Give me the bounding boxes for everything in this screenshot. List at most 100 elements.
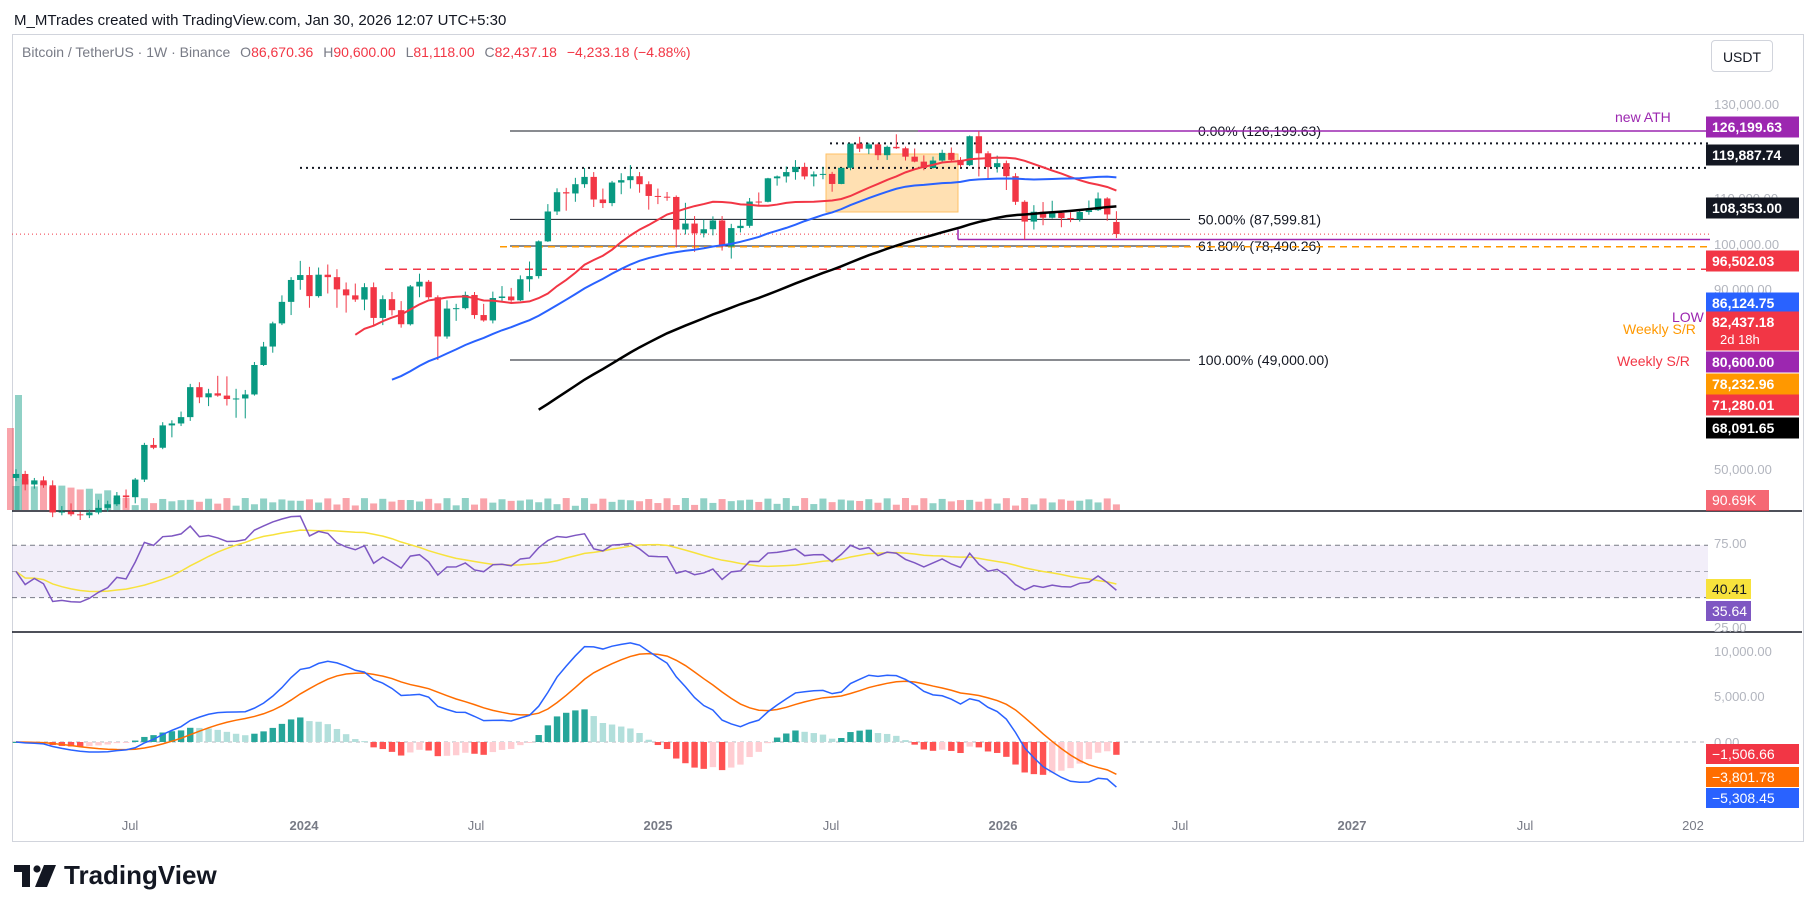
candle-body (691, 223, 698, 234)
macd-histogram-bar (113, 742, 121, 744)
macd-histogram-bar (526, 742, 533, 743)
candle-body (993, 163, 1001, 168)
macd-histogram-bar (673, 742, 680, 759)
candle-body (333, 277, 341, 290)
macd-histogram-bar (746, 742, 753, 758)
rsi-ma-line (15, 529, 1117, 593)
price-axis-badge (1706, 250, 1799, 272)
macd-histogram-bar (700, 742, 707, 769)
candle-body (315, 274, 322, 297)
macd-histogram-bar (682, 742, 689, 764)
volume-bar (892, 504, 900, 510)
volume-bar (342, 498, 350, 510)
candle-body (489, 298, 497, 321)
macd-histogram-bar (663, 742, 671, 750)
macd-histogram-bar (911, 742, 918, 745)
candle-body (783, 172, 790, 177)
macd-histogram-bar (242, 735, 249, 742)
volume-bar (434, 503, 442, 510)
macd-histogram-bar (159, 732, 166, 742)
volume-bar (681, 498, 689, 510)
candle-body (159, 425, 166, 448)
volume-bar (571, 505, 579, 510)
price-axis-tick: 100,000.00 (1714, 237, 1779, 252)
volume-bar (1039, 498, 1047, 510)
volume-bar (205, 498, 213, 510)
symbol-name[interactable]: Bitcoin / TetherUS · 1W · Binance (22, 44, 231, 60)
price-axis-badge (1706, 144, 1799, 166)
candle-body (1067, 217, 1074, 220)
candle-body (865, 144, 873, 149)
volume-bar (415, 501, 423, 510)
rsi-ma-badge (1706, 579, 1751, 599)
time-axis-tick: 2026 (989, 818, 1018, 833)
price-axis-label: 126,199.63 (1712, 119, 1782, 135)
macd-histogram-bar (352, 739, 359, 742)
macd-histogram-bar (434, 742, 442, 757)
macd-histogram-bar (388, 742, 396, 752)
open-value: 86,670.36 (251, 44, 314, 60)
candle-body (819, 173, 827, 175)
macd-histogram-bar (828, 738, 836, 742)
macd-histogram-bar (544, 725, 552, 742)
macd-histogram-bar (563, 712, 570, 742)
tradingview-logo[interactable]: TradingView (14, 860, 217, 891)
volume-bar (168, 501, 176, 510)
candle-body (801, 166, 808, 177)
volume-bar (351, 505, 359, 510)
macd-line (15, 642, 1117, 788)
volume-bar (874, 502, 882, 510)
close-label: C (484, 44, 495, 60)
volume-bar (58, 485, 66, 510)
candle-body (67, 511, 75, 515)
macd-histogram-bar (297, 717, 304, 742)
volume-bar (846, 500, 854, 510)
candle-body (132, 479, 139, 498)
candle-body (480, 315, 487, 321)
macd-histogram-bar (1113, 742, 1120, 755)
candle-body (810, 174, 817, 177)
low-label: L (405, 44, 414, 60)
volume-bar (150, 503, 158, 510)
macd-histogram-bar (1039, 742, 1047, 775)
macd-histogram-bar (1012, 742, 1019, 765)
price-axis-label: 82,437.18 (1712, 314, 1774, 330)
macd-histogram-bar (645, 739, 652, 742)
macd-histogram-bar (737, 742, 744, 765)
candle-body (416, 281, 423, 287)
candle-body (535, 241, 542, 277)
candle-body (21, 473, 29, 485)
currency-button[interactable]: USDT (1711, 40, 1773, 72)
volume-bar (324, 498, 332, 510)
price-axis-tick: 50,000.00 (1714, 462, 1772, 477)
volume-bar (590, 503, 598, 510)
volume-bar (599, 498, 607, 510)
volume-bar (1002, 498, 1010, 510)
macd-histogram-bar (553, 716, 561, 742)
macd-histogram-bar (1003, 742, 1010, 757)
volume-bar (636, 501, 644, 510)
macd-histogram-bar (168, 731, 176, 742)
candle-body (205, 393, 212, 398)
rsi-ma-value: 40.41 (1712, 581, 1747, 597)
candle-body (755, 201, 762, 203)
volume-bar (984, 498, 992, 510)
macd-histogram-bar (443, 742, 451, 756)
candle-body (407, 286, 414, 325)
volume-bar (865, 499, 873, 510)
candle-body (920, 161, 928, 169)
price-axis-label: 68,091.65 (1712, 420, 1774, 436)
candle-body (425, 281, 432, 298)
time-axis-tick: 2025 (644, 818, 673, 833)
volume-bar (471, 504, 478, 510)
candle-body (297, 275, 304, 280)
volume-badge (1706, 490, 1769, 511)
volume-bar (1012, 505, 1020, 510)
volume-bar (617, 499, 625, 510)
volume-bar (140, 498, 148, 510)
candle-body (214, 393, 221, 396)
candle-body (746, 201, 753, 226)
candle-body (563, 192, 570, 194)
symbol-legend[interactable]: Bitcoin / TetherUS · 1W · Binance O86,67… (22, 44, 691, 60)
